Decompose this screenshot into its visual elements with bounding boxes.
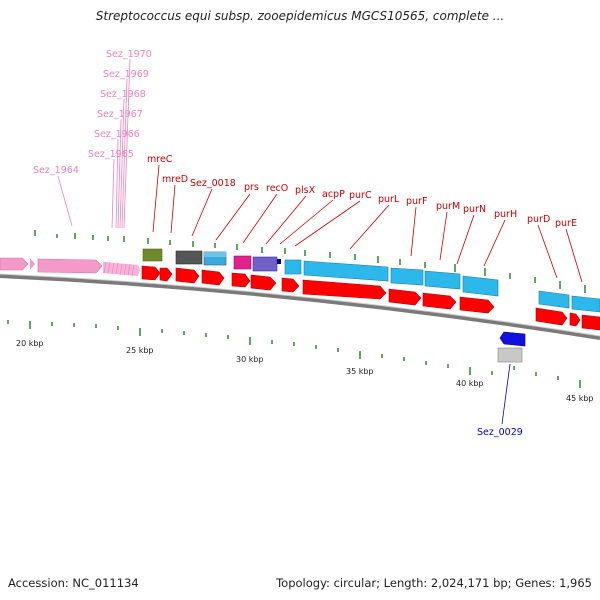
label-sez-1967: Sez_1967 [97, 109, 143, 120]
label-acpp: acpP [322, 189, 345, 200]
label-sez-1965: Sez_1965 [88, 149, 134, 160]
label-sez-1970: Sez_1970 [106, 49, 152, 60]
scale-labels: 20 kbp 25 kbp 30 kbp 35 kbp 40 kbp 45 kb… [16, 339, 594, 403]
summary-text: Topology: circular; Length: 2,024,171 bp… [276, 576, 592, 590]
label-reco: recO [266, 183, 288, 194]
blue-leader-line [501, 363, 511, 425]
label-sez-1964: Sez_1964 [33, 165, 79, 176]
tick-label-30kbp: 30 kbp [236, 355, 264, 364]
label-sez-0018: Sez_0018 [190, 178, 236, 189]
label-purl: purL [378, 194, 400, 205]
tick-label-20kbp: 20 kbp [16, 339, 44, 348]
accession-text: Accession: NC_011134 [8, 576, 139, 590]
pink-leader-lines [57, 58, 131, 229]
label-mred: mreD [162, 174, 188, 185]
label-pure: purE [555, 218, 577, 229]
lower-minor-ticks [7, 320, 581, 388]
label-purf: purF [406, 196, 427, 207]
genome-backbone [0, 274, 600, 340]
reverse-gene-track [497, 331, 526, 363]
tick-label-35kbp: 35 kbp [346, 367, 374, 376]
label-purn: purN [463, 204, 486, 215]
label-sez-1969: Sez_1969 [103, 69, 149, 80]
upper-minor-ticks [34, 230, 586, 293]
label-sez-0029: Sez_0029 [477, 427, 523, 438]
top-gene-track [142, 248, 600, 313]
label-prs: prs [244, 182, 259, 193]
forward-gene-track [141, 265, 600, 331]
label-mrec: mreC [147, 154, 173, 165]
label-purh: purH [494, 209, 517, 220]
label-plsx: plsX [295, 185, 316, 196]
label-purc: purC [349, 190, 372, 201]
label-sez-1968: Sez_1968 [100, 89, 146, 100]
label-purd: purD [527, 214, 550, 225]
tick-label-25kbp: 25 kbp [126, 346, 154, 355]
pink-gene-track [0, 257, 140, 277]
tick-label-40kbp: 40 kbp [456, 379, 484, 388]
label-sez-1966: Sez_1966 [94, 129, 140, 140]
red-leader-lines [152, 164, 583, 283]
label-purm: purM [436, 201, 460, 212]
pink-gene-labels: Sez_1970 Sez_1969 Sez_1968 Sez_1967 Sez_… [33, 49, 152, 176]
map-title: Streptococcus equi subsp. zooepidemicus … [95, 9, 505, 23]
tick-label-45kbp: 45 kbp [566, 394, 594, 403]
red-gene-labels: mreC mreD Sez_0018 prs recO plsX acpP pu… [147, 154, 577, 229]
